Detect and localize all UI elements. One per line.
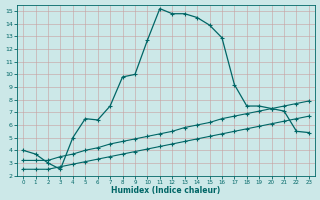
X-axis label: Humidex (Indice chaleur): Humidex (Indice chaleur) xyxy=(111,186,221,195)
